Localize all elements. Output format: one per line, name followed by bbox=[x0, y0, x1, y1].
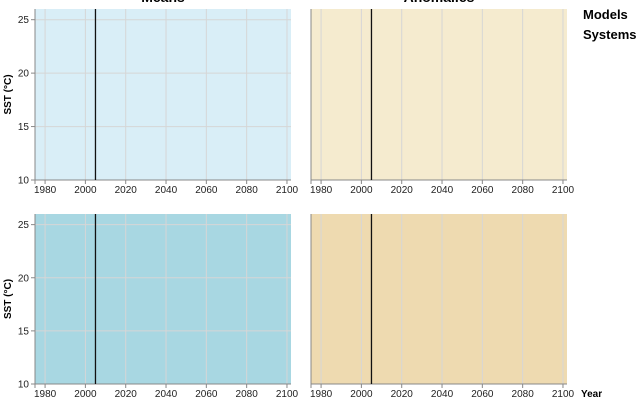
panel-title: Anomalies bbox=[404, 0, 475, 5]
panel-4: 1980 2000 2020 2040 2060 2080 2100 Year bbox=[310, 214, 602, 400]
x-tick-label: 2040 bbox=[155, 185, 178, 196]
x-tick-label: 2020 bbox=[391, 389, 414, 400]
x-tick-label: 2060 bbox=[195, 389, 218, 400]
plot-background bbox=[35, 9, 291, 180]
x-axis-label: Year bbox=[581, 389, 602, 400]
y-tick-label: 25 bbox=[18, 220, 30, 231]
x-tick-label: 2080 bbox=[236, 185, 259, 196]
x-tick-label: 2020 bbox=[115, 185, 138, 196]
y-tick-label: 10 bbox=[18, 380, 30, 391]
x-tick-label: 2040 bbox=[155, 389, 178, 400]
x-tick-label: 2080 bbox=[512, 185, 535, 196]
plot-background bbox=[311, 214, 567, 384]
x-tick-label: 1980 bbox=[310, 389, 333, 400]
x-tick-label: 2040 bbox=[431, 389, 454, 400]
x-tick-label: 2000 bbox=[350, 185, 373, 196]
y-tick-label: 20 bbox=[18, 273, 30, 284]
x-tick-label: 2000 bbox=[350, 389, 373, 400]
x-tick-label: 2000 bbox=[74, 389, 97, 400]
y-tick-label: 25 bbox=[18, 15, 30, 26]
panel-title: Means bbox=[141, 0, 185, 5]
y-axis-label: SST (°C) bbox=[3, 74, 14, 114]
panel-1: 1980 2000 2020 2040 2060 2080 2100 10 15 20 25 Mean… bbox=[3, 0, 299, 196]
x-tick-label: 2100 bbox=[552, 389, 575, 400]
x-tick-label: 2040 bbox=[431, 185, 454, 196]
panel-2: 1980 2000 2020 2040 2060 2080 2100 Anomalies bbox=[310, 0, 575, 196]
x-tick-label: 2000 bbox=[74, 185, 97, 196]
x-tick-label: 2100 bbox=[276, 185, 299, 196]
y-tick-label: 20 bbox=[18, 69, 30, 80]
x-tick-label: 2080 bbox=[236, 389, 259, 400]
plot-background bbox=[35, 214, 291, 384]
x-tick-label: 2020 bbox=[115, 389, 138, 400]
y-axis-label: SST (°C) bbox=[3, 279, 14, 319]
x-tick-label: 2100 bbox=[552, 185, 575, 196]
x-tick-label: 2080 bbox=[512, 389, 535, 400]
legend-models[interactable]: Models bbox=[583, 7, 628, 22]
x-tick-label: 2060 bbox=[471, 185, 494, 196]
x-tick-label: 2100 bbox=[276, 389, 299, 400]
y-tick-label: 15 bbox=[18, 122, 30, 133]
panel-3: 1980 2000 2020 2040 2060 2080 2100 10 15 20 25 SST … bbox=[3, 214, 299, 400]
legend-systems[interactable]: Systems bbox=[583, 27, 636, 42]
x-tick-label: 1980 bbox=[34, 185, 57, 196]
y-tick-label: 15 bbox=[18, 326, 30, 337]
plot-background bbox=[311, 9, 567, 180]
y-tick-label: 10 bbox=[18, 176, 30, 187]
x-tick-label: 1980 bbox=[34, 389, 57, 400]
x-tick-label: 2060 bbox=[195, 185, 218, 196]
x-tick-label: 1980 bbox=[310, 185, 333, 196]
x-tick-label: 2060 bbox=[471, 389, 494, 400]
x-tick-label: 2020 bbox=[391, 185, 414, 196]
